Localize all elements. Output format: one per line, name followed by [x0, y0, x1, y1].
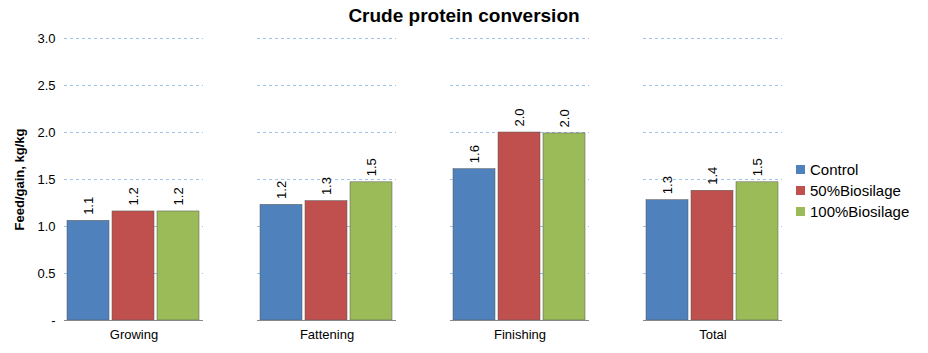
svg-text:1.2: 1.2 [274, 181, 289, 199]
svg-text:1.3: 1.3 [660, 176, 675, 194]
svg-text:Fattening: Fattening [300, 327, 354, 342]
html-text:50%Biosilage: 50%Biosilage [810, 181, 901, 199]
svg-text:3.0: 3.0 [37, 31, 55, 46]
svg-text:Total: Total [699, 327, 727, 342]
svg-text:Finishing: Finishing [494, 327, 546, 342]
svg-text:1.5: 1.5 [37, 172, 55, 187]
svg-text:2.0: 2.0 [512, 108, 527, 126]
svg-text:2.5: 2.5 [37, 78, 55, 93]
svg-text:0.5: 0.5 [37, 266, 55, 281]
svg-text:1.4: 1.4 [705, 167, 720, 185]
svg-text:1.0: 1.0 [37, 219, 55, 234]
svg-text:2.0: 2.0 [37, 125, 55, 140]
html-text:Control: Control [810, 160, 859, 178]
svg-text:1.3: 1.3 [319, 177, 334, 195]
svg-text:1.1: 1.1 [81, 197, 96, 215]
svg-text:1.5: 1.5 [750, 158, 765, 176]
svg-text:-: - [51, 313, 55, 328]
svg-text:1.5: 1.5 [364, 158, 379, 176]
svg-text:Feed/gain, kg/kg: Feed/gain, kg/kg [12, 129, 27, 231]
svg-text:1.6: 1.6 [467, 145, 482, 163]
html-text:Crude protein conversion: Crude protein conversion [348, 5, 580, 26]
svg-text:2.0: 2.0 [557, 109, 572, 127]
svg-text:1.2: 1.2 [126, 187, 141, 205]
svg-text:Growing: Growing [110, 327, 158, 342]
html-text:100%Biosilage: 100%Biosilage [810, 202, 910, 220]
svg-text:1.2: 1.2 [171, 187, 186, 205]
